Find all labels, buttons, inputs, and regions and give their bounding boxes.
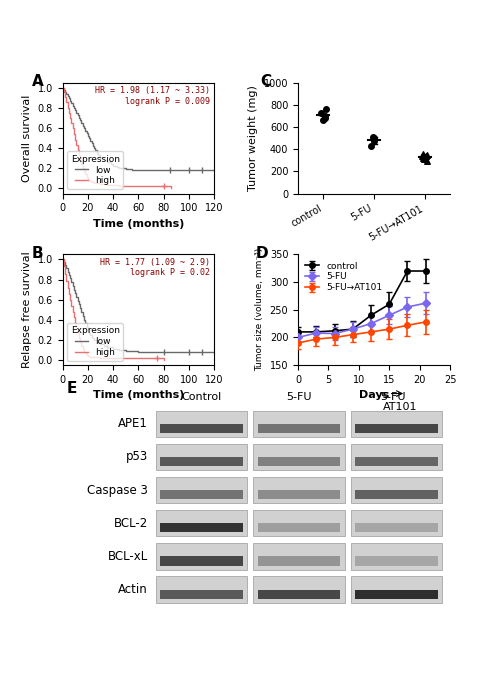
Point (422, 149, 430, 160)
Bar (160, 589, 242, 599)
Text: B: B (32, 246, 44, 261)
Bar (156, 411, 247, 437)
Bar (355, 424, 438, 433)
Point (418, 150, 426, 161)
Bar (350, 477, 442, 503)
Point (423, 155, 431, 166)
Bar (156, 477, 247, 503)
Text: BCL-2: BCL-2 (114, 517, 148, 530)
Legend: control, 5-FU, 5-FU→AT101: control, 5-FU, 5-FU→AT101 (302, 259, 385, 295)
X-axis label: Days: Days (359, 391, 389, 400)
Bar (160, 457, 242, 466)
Text: Control: Control (181, 393, 222, 402)
Bar (156, 576, 247, 602)
Bar (160, 523, 242, 533)
Point (320, 112, 328, 124)
X-axis label: Time (months): Time (months) (93, 391, 184, 400)
Point (370, 132, 378, 143)
Text: AT101: AT101 (383, 402, 418, 411)
Bar (350, 543, 442, 569)
Bar (350, 411, 442, 437)
Point (420, 154, 428, 165)
Bar (350, 510, 442, 536)
Bar (350, 444, 442, 470)
Text: APE1: APE1 (118, 417, 148, 431)
Bar (258, 589, 340, 599)
Text: Caspase 3: Caspase 3 (87, 484, 148, 497)
Legend: low, high: low, high (67, 151, 123, 189)
Text: A: A (32, 74, 44, 89)
Point (419, 148, 427, 159)
Bar (355, 589, 438, 599)
Bar (355, 457, 438, 466)
Point (321, 110, 329, 121)
Point (370, 136, 378, 147)
Y-axis label: Tumor size (volume, mm⁻³): Tumor size (volume, mm⁻³) (255, 248, 264, 371)
Bar (156, 444, 247, 470)
Point (368, 140, 376, 151)
Text: C: C (260, 74, 271, 89)
Bar (160, 424, 242, 433)
Text: E: E (66, 381, 77, 396)
Text: p53: p53 (126, 451, 148, 464)
Bar (350, 576, 442, 602)
Bar (355, 556, 438, 566)
Text: D: D (256, 246, 268, 261)
Text: BCL-xL: BCL-xL (108, 550, 148, 563)
Bar (355, 490, 438, 500)
Text: 5-FU: 5-FU (380, 393, 406, 402)
Y-axis label: Relapse free survival: Relapse free survival (22, 251, 32, 368)
Bar (160, 556, 242, 566)
X-axis label: Time (months): Time (months) (93, 219, 184, 229)
Text: Actin: Actin (118, 583, 148, 596)
Bar (156, 543, 247, 569)
Bar (160, 490, 242, 500)
Bar (355, 523, 438, 533)
Bar (258, 457, 340, 466)
Bar (253, 510, 344, 536)
Bar (258, 523, 340, 533)
Bar (156, 510, 247, 536)
Point (319, 115, 327, 126)
Point (317, 107, 325, 118)
Point (422, 151, 430, 162)
Text: HR = 1.98 (1.17 ~ 3.33)
logrank P = 0.009: HR = 1.98 (1.17 ~ 3.33) logrank P = 0.00… (95, 86, 210, 106)
Legend: low, high: low, high (67, 323, 123, 361)
Bar (253, 576, 344, 602)
Text: 5-FU: 5-FU (286, 393, 312, 402)
Bar (258, 424, 340, 433)
Bar (253, 477, 344, 503)
Bar (253, 444, 344, 470)
Point (368, 132, 376, 143)
Bar (253, 543, 344, 569)
Bar (258, 490, 340, 500)
Bar (258, 556, 340, 566)
Y-axis label: Overall survival: Overall survival (22, 95, 32, 182)
Text: HR = 1.77 (1.09 ~ 2.9)
logrank P = 0.02: HR = 1.77 (1.09 ~ 2.9) logrank P = 0.02 (100, 258, 210, 277)
Point (370, 134, 378, 145)
Point (322, 104, 330, 115)
Point (420, 152, 428, 163)
Bar (253, 411, 344, 437)
Y-axis label: Tumor weight (mg): Tumor weight (mg) (248, 86, 258, 191)
